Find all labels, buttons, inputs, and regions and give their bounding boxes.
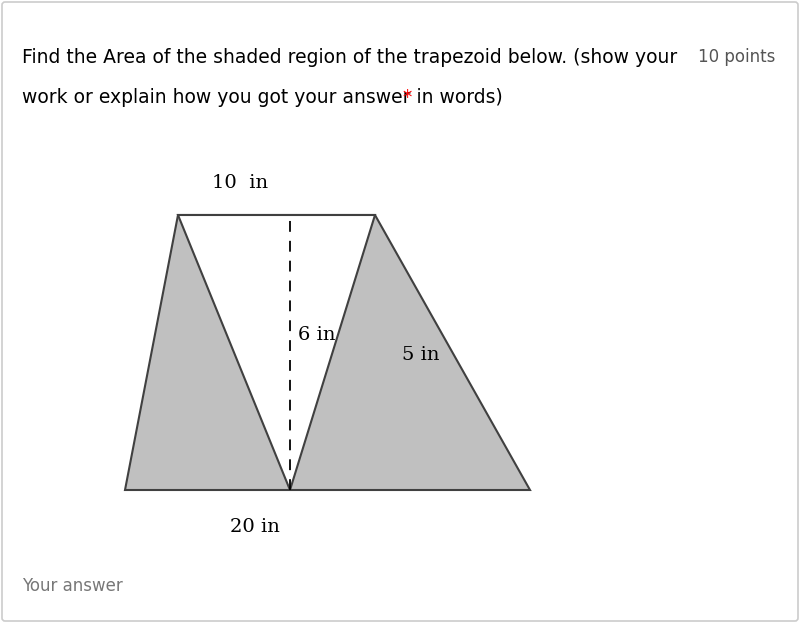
Text: 5 in: 5 in [402, 346, 439, 364]
Text: Find the Area of the shaded region of the trapezoid below. (show your: Find the Area of the shaded region of th… [22, 48, 678, 67]
Text: work or explain how you got your answer in words): work or explain how you got your answer … [22, 88, 502, 107]
Text: 6 in: 6 in [298, 326, 335, 344]
Text: *: * [397, 88, 412, 107]
Text: Your answer: Your answer [22, 577, 122, 595]
Text: 10 points: 10 points [698, 48, 775, 66]
Text: 10  in: 10 in [212, 174, 268, 192]
Polygon shape [125, 215, 530, 490]
Polygon shape [178, 215, 375, 490]
Text: 20 in: 20 in [230, 518, 280, 536]
